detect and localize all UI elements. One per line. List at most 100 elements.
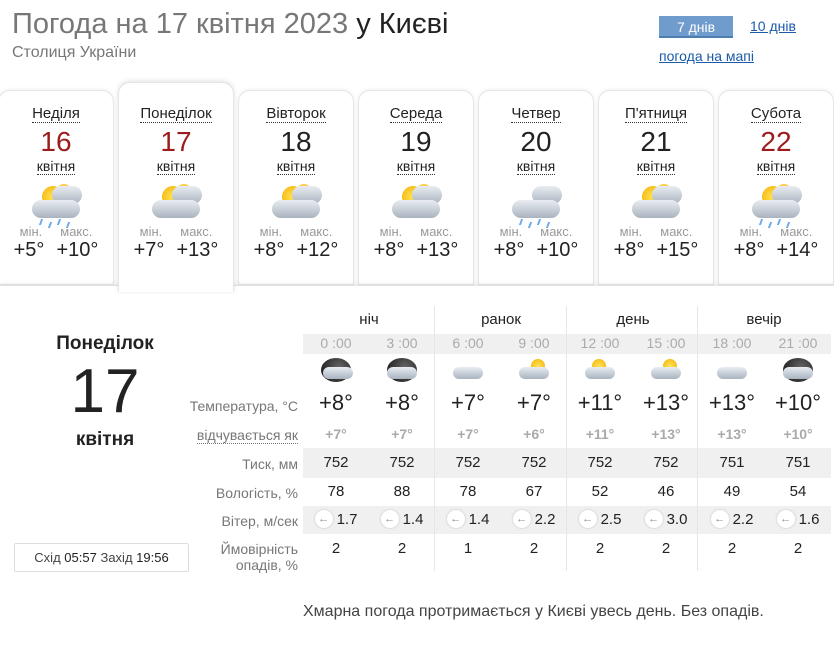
icons-cell xyxy=(567,356,633,384)
wind-cell: ← 2.2 xyxy=(501,510,567,528)
wind-speed: 1.7 xyxy=(336,510,358,528)
sun-cloud-icon xyxy=(633,356,699,384)
precip-cell: 2 xyxy=(661,540,671,557)
pressure-row-bg xyxy=(303,448,831,478)
day-card[interactable]: П'ятниця 21 квітня мін. макс. +8° +15° xyxy=(598,90,714,285)
sunset-time: 19:56 xyxy=(136,550,169,565)
wind-speed: 2.5 xyxy=(600,510,622,528)
cloud-icon xyxy=(435,356,501,384)
temp-cell: +8° xyxy=(385,390,419,415)
tab-7-days[interactable]: 7 днів xyxy=(659,16,733,38)
icons-row xyxy=(303,356,831,384)
feels-row: +7° +7° +7° +6° +11° +13° +13° +10° xyxy=(303,426,831,442)
min-label: мін. xyxy=(139,224,163,239)
min-temp: +5° xyxy=(13,239,45,261)
time-row-bg xyxy=(303,334,831,354)
humidity-cell: 54 xyxy=(789,483,807,500)
humidity-cell: 78 xyxy=(459,483,477,500)
feels-like-text: відчувається як xyxy=(196,427,298,444)
label-humidity: Вологість, % xyxy=(215,485,298,501)
times-cell: 15 :00 xyxy=(646,335,686,351)
sunrise-label: Схід xyxy=(34,550,61,565)
max-label: макс. xyxy=(420,224,453,239)
map-link[interactable]: погода на мапі xyxy=(659,48,754,64)
day-number: 17 xyxy=(160,126,192,157)
precip-cell: 2 xyxy=(397,540,407,557)
feels-cell: +6° xyxy=(523,426,545,442)
max-label: макс. xyxy=(300,224,333,239)
pressure-cell: 752 xyxy=(323,454,349,471)
min-temp: +8° xyxy=(493,239,525,261)
max-temp: +14° xyxy=(776,239,819,261)
day-card[interactable]: Вівторок 18 квітня мін. макс. +8° +12° xyxy=(238,90,354,285)
label-wind: Вітер, м/сек xyxy=(221,513,298,529)
feels-cell: +13° xyxy=(651,426,681,442)
max-temp: +15° xyxy=(656,239,699,261)
max-temp: +13° xyxy=(176,239,219,261)
min-label: мін. xyxy=(259,224,283,239)
label-temperature: Температура, °C xyxy=(189,398,298,414)
sunrise-time: 05:57 xyxy=(64,550,97,565)
day-number: 21 xyxy=(640,126,672,157)
times-cell: 6 :00 xyxy=(452,335,484,351)
temp-cell: +7° xyxy=(517,390,551,415)
humidity-cell: 49 xyxy=(723,483,741,500)
wind-speed: 1.4 xyxy=(402,510,424,528)
day-card[interactable]: Понеділок 17 квітня мін. макс. +7° +13° xyxy=(118,82,234,292)
min-label: мін. xyxy=(739,224,763,239)
precip-cell: 2 xyxy=(595,540,605,557)
precip-cell: 2 xyxy=(727,540,737,557)
times-cell: 21 :00 xyxy=(778,335,818,351)
icons-cell xyxy=(303,356,369,384)
icons-cell xyxy=(435,356,501,384)
arrow-left-icon: ← xyxy=(314,510,333,528)
sun-small-cloud-icon xyxy=(567,356,633,384)
day-card[interactable]: Неділя 16 квітня мін. макс. +5° +10° xyxy=(0,90,114,285)
selected-day-name: Понеділок xyxy=(56,333,154,354)
pressure-cell: 752 xyxy=(521,454,547,471)
partly-cloudy-icon xyxy=(386,182,446,228)
times-row: 0 :00 3 :00 6 :00 9 :00 12 :00 15 :00 18 :00 21… xyxy=(303,335,831,351)
period-evening: вечір xyxy=(746,311,782,328)
label-feels-like[interactable]: відчувається як xyxy=(140,427,298,444)
wind-speed: 1.4 xyxy=(468,510,490,528)
arrow-left-icon: ← xyxy=(578,510,597,528)
day-month: квітня xyxy=(756,158,796,175)
divider xyxy=(566,306,567,571)
wind-cell: ← 1.7 xyxy=(303,510,369,528)
tab-10-days[interactable]: 10 днів xyxy=(750,18,796,34)
icons-cell xyxy=(369,356,435,384)
wind-row: ← 1.7 ← 1.4 ← 1.4 ← 2.2 ← 2.5 ← 3.0 ← 2.2 ← 1.6 xyxy=(303,510,831,528)
icons-cell xyxy=(765,356,831,384)
times-cell: 18 :00 xyxy=(712,335,752,351)
humidity-cell: 88 xyxy=(393,483,411,500)
min-label: мін. xyxy=(499,224,523,239)
pressure-cell: 752 xyxy=(587,454,613,471)
day-card[interactable]: Середа 19 квітня мін. макс. +8° +13° xyxy=(358,90,474,285)
cloudy-rain-icon xyxy=(506,182,566,228)
title-date: Погода на 17 квітня 2023 xyxy=(12,8,349,40)
page-subtitle: Столиця України xyxy=(12,44,137,61)
times-cell: 9 :00 xyxy=(518,335,550,351)
wind-cell: ← 2.2 xyxy=(699,510,765,528)
day-number: 22 xyxy=(760,126,792,157)
partly-cloudy-icon xyxy=(266,182,326,228)
day-month: квітня xyxy=(36,158,76,175)
day-name: Четвер xyxy=(511,105,561,123)
selected-day: Понеділок 17 квітня xyxy=(0,333,210,451)
period-day: день xyxy=(616,311,650,328)
min-label: мін. xyxy=(379,224,403,239)
day-name: Субота xyxy=(750,105,802,123)
day-card[interactable]: Субота 22 квітня мін. макс. +8° +14° xyxy=(718,90,834,285)
partly-cloudy-icon xyxy=(146,182,206,228)
times-cell: 0 :00 xyxy=(320,335,352,351)
precip-cell: 2 xyxy=(529,540,539,557)
pressure-cell: 752 xyxy=(389,454,415,471)
day-name: Середа xyxy=(389,105,443,123)
wind-cell: ← 1.4 xyxy=(435,510,501,528)
wind-speed: 3.0 xyxy=(666,510,688,528)
label-precipitation: Ймовірність опадів, % xyxy=(140,541,298,573)
day-card[interactable]: Четвер 20 квітня мін. макс. +8° +10° xyxy=(478,90,594,285)
min-temp: +8° xyxy=(253,239,285,261)
arrow-left-icon: ← xyxy=(446,510,465,528)
